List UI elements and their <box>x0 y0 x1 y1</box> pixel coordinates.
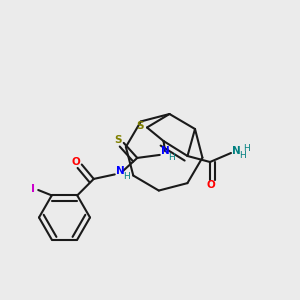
Text: I: I <box>31 184 35 194</box>
Text: N: N <box>161 146 170 156</box>
Text: N: N <box>116 166 124 176</box>
Text: H: H <box>123 172 130 181</box>
Text: O: O <box>72 157 81 167</box>
Text: H: H <box>239 152 245 160</box>
Text: S: S <box>136 121 144 131</box>
Text: O: O <box>206 180 215 190</box>
Text: S: S <box>115 135 122 145</box>
Text: H: H <box>168 153 175 162</box>
Text: H: H <box>244 144 250 153</box>
Text: N: N <box>232 146 241 157</box>
